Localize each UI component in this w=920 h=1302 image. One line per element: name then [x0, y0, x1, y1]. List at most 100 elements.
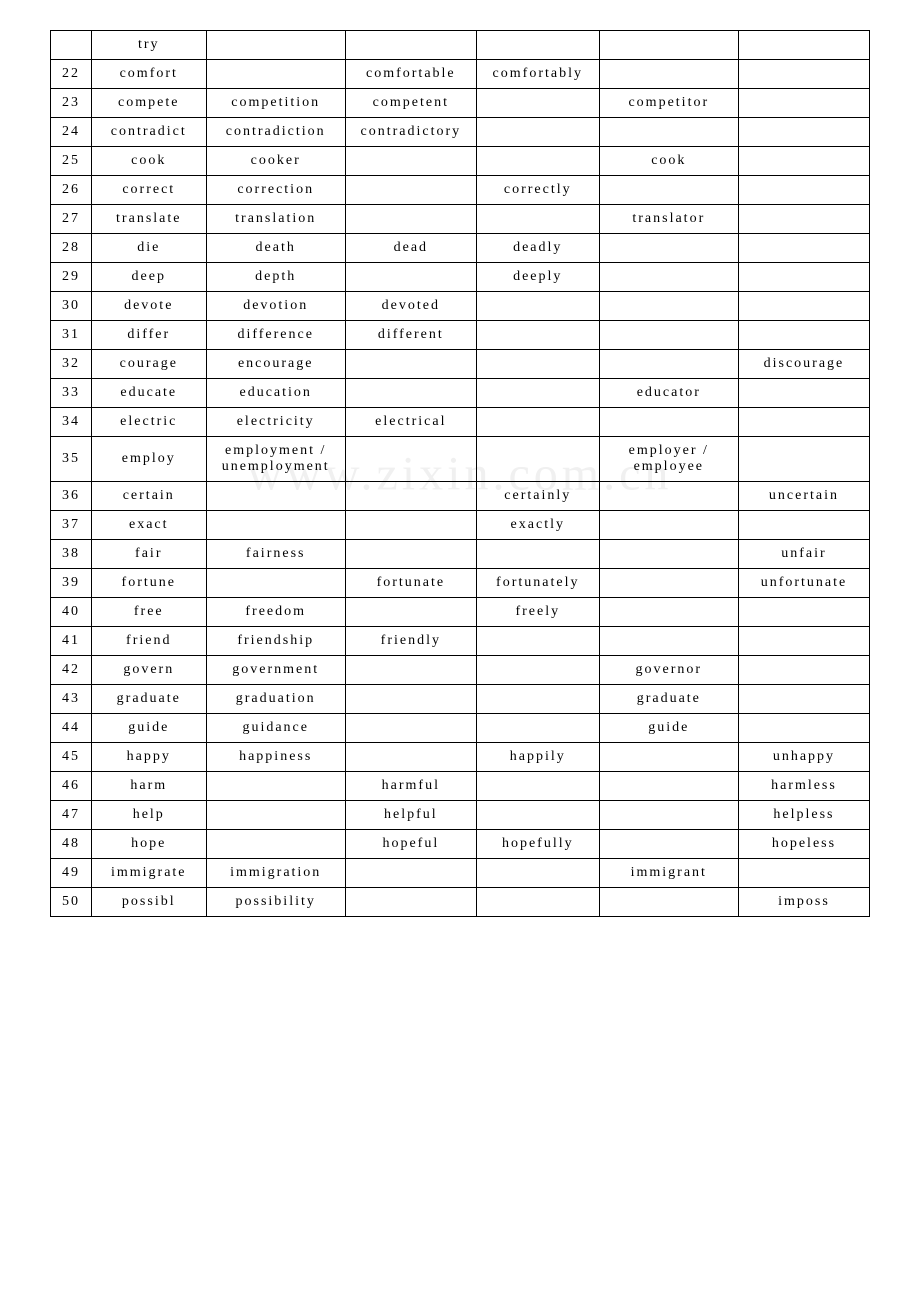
- word-cell: harm: [91, 772, 206, 801]
- word-cell: [738, 147, 869, 176]
- table-row: 43graduategraduationgraduate: [51, 685, 870, 714]
- word-cell: contradiction: [206, 118, 345, 147]
- word-forms-table: try22comfortcomfortablecomfortably23comp…: [50, 30, 870, 917]
- row-number: 29: [51, 263, 92, 292]
- word-cell: [599, 292, 738, 321]
- word-cell: [476, 350, 599, 379]
- word-cell: [476, 656, 599, 685]
- word-cell: [738, 321, 869, 350]
- word-cell: [738, 205, 869, 234]
- table-row: 24contradictcontradictioncontradictory: [51, 118, 870, 147]
- word-cell: [345, 859, 476, 888]
- row-number: 23: [51, 89, 92, 118]
- word-cell: friend: [91, 627, 206, 656]
- word-cell: governor: [599, 656, 738, 685]
- word-cell: [476, 321, 599, 350]
- word-cell: death: [206, 234, 345, 263]
- word-cell: [345, 147, 476, 176]
- word-cell: competitor: [599, 89, 738, 118]
- word-cell: [738, 176, 869, 205]
- row-number: 40: [51, 598, 92, 627]
- word-cell: government: [206, 656, 345, 685]
- word-cell: [599, 743, 738, 772]
- row-number: 31: [51, 321, 92, 350]
- word-cell: die: [91, 234, 206, 263]
- word-cell: exactly: [476, 511, 599, 540]
- word-cell: [599, 482, 738, 511]
- word-cell: comfortable: [345, 60, 476, 89]
- row-number: 43: [51, 685, 92, 714]
- word-cell: [738, 627, 869, 656]
- word-cell: electrical: [345, 408, 476, 437]
- row-number: 41: [51, 627, 92, 656]
- word-cell: [738, 714, 869, 743]
- word-cell: [599, 408, 738, 437]
- word-cell: electricity: [206, 408, 345, 437]
- table-row: 41friendfriendshipfriendly: [51, 627, 870, 656]
- word-cell: graduation: [206, 685, 345, 714]
- word-cell: freedom: [206, 598, 345, 627]
- word-cell: courage: [91, 350, 206, 379]
- word-cell: [476, 31, 599, 60]
- word-cell: graduate: [91, 685, 206, 714]
- word-cell: correct: [91, 176, 206, 205]
- word-cell: [476, 859, 599, 888]
- row-number: 48: [51, 830, 92, 859]
- word-cell: translation: [206, 205, 345, 234]
- word-cell: harmless: [738, 772, 869, 801]
- word-cell: [738, 408, 869, 437]
- word-cell: devote: [91, 292, 206, 321]
- word-cell: hope: [91, 830, 206, 859]
- word-cell: [738, 234, 869, 263]
- word-cell: [738, 656, 869, 685]
- word-cell: [476, 118, 599, 147]
- word-cell: [345, 482, 476, 511]
- word-cell: cook: [91, 147, 206, 176]
- word-cell: comfort: [91, 60, 206, 89]
- word-cell: happily: [476, 743, 599, 772]
- word-cell: [738, 60, 869, 89]
- word-cell: [206, 482, 345, 511]
- word-cell: [476, 801, 599, 830]
- word-cell: fairness: [206, 540, 345, 569]
- word-cell: [206, 569, 345, 598]
- word-cell: uncertain: [738, 482, 869, 511]
- word-cell: immigration: [206, 859, 345, 888]
- word-cell: [599, 350, 738, 379]
- word-cell: exact: [91, 511, 206, 540]
- row-number: [51, 31, 92, 60]
- word-cell: [738, 89, 869, 118]
- word-cell: [345, 31, 476, 60]
- word-cell: [738, 685, 869, 714]
- word-cell: employer / employee: [599, 437, 738, 482]
- word-cell: [345, 205, 476, 234]
- word-cell: immigrate: [91, 859, 206, 888]
- table-row: 44guideguidanceguide: [51, 714, 870, 743]
- word-cell: [476, 772, 599, 801]
- row-number: 45: [51, 743, 92, 772]
- row-number: 30: [51, 292, 92, 321]
- word-cell: harmful: [345, 772, 476, 801]
- word-cell: [345, 540, 476, 569]
- table-row: 23competecompetitioncompetentcompetitor: [51, 89, 870, 118]
- word-cell: [206, 772, 345, 801]
- row-number: 27: [51, 205, 92, 234]
- word-cell: devotion: [206, 292, 345, 321]
- table-row: 48hopehopefulhopefullyhopeless: [51, 830, 870, 859]
- row-number: 42: [51, 656, 92, 685]
- word-cell: fortunate: [345, 569, 476, 598]
- word-cell: [599, 598, 738, 627]
- word-cell: free: [91, 598, 206, 627]
- word-cell: [599, 176, 738, 205]
- word-cell: [599, 627, 738, 656]
- word-cell: dead: [345, 234, 476, 263]
- row-number: 33: [51, 379, 92, 408]
- row-number: 46: [51, 772, 92, 801]
- word-cell: encourage: [206, 350, 345, 379]
- word-cell: [599, 511, 738, 540]
- word-cell: certainly: [476, 482, 599, 511]
- word-cell: [599, 60, 738, 89]
- row-number: 50: [51, 888, 92, 917]
- word-cell: [345, 511, 476, 540]
- table-row: 36certaincertainlyuncertain: [51, 482, 870, 511]
